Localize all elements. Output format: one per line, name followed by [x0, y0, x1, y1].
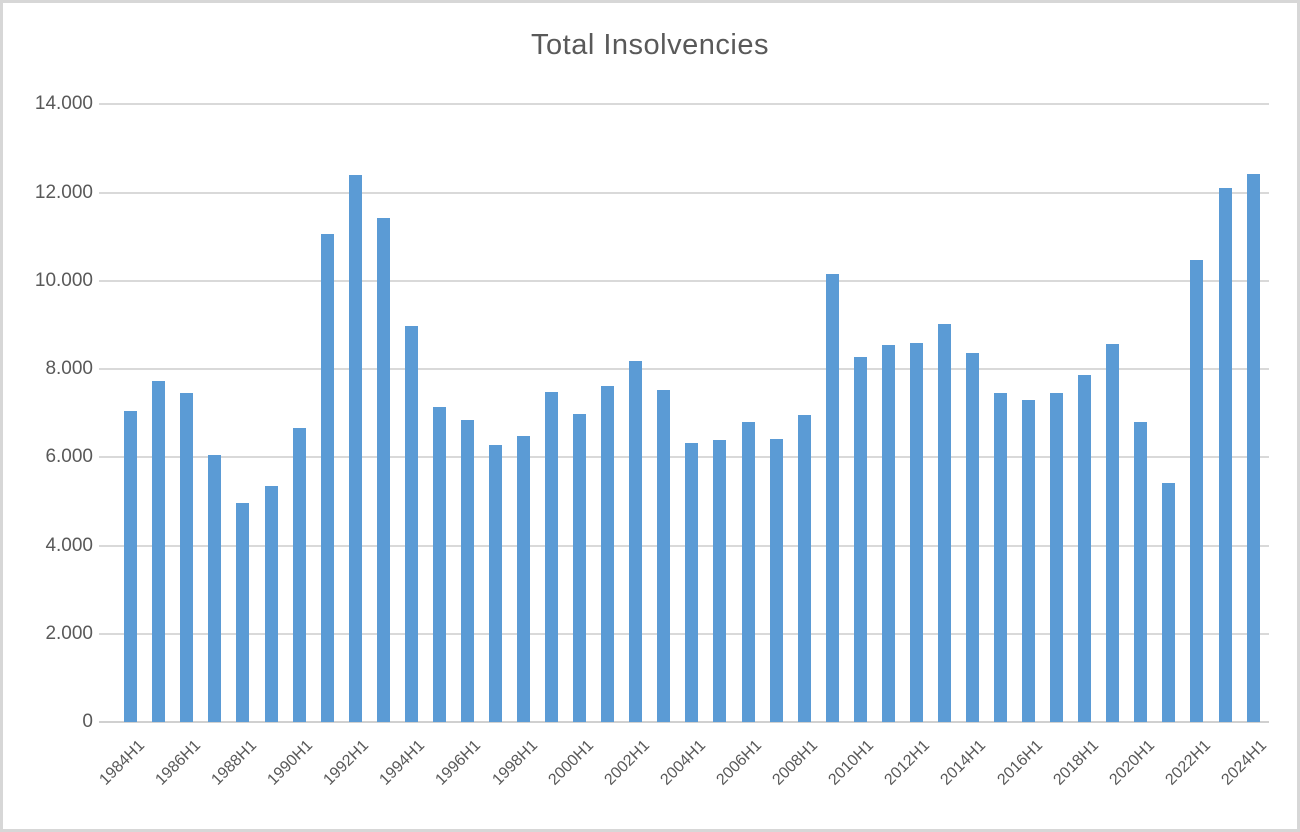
y-tick-label: 12.000 [34, 181, 93, 203]
bar-2006H1[interactable] [741, 422, 755, 722]
x-tick-label: 2006H1 [713, 737, 766, 789]
bar-2018H1[interactable] [1078, 375, 1092, 722]
gridline [99, 544, 1269, 547]
x-tick-label: 2010H1 [825, 737, 878, 789]
gridline [99, 279, 1269, 282]
bar-1992H1[interactable] [348, 174, 362, 722]
bar-2010H1[interactable] [853, 356, 867, 722]
y-tick-label: 8.000 [45, 358, 93, 380]
bar-2001H1[interactable] [601, 385, 615, 722]
gridline [99, 456, 1269, 459]
bar-1993H1[interactable] [376, 218, 390, 722]
bar-2019H1[interactable] [1106, 343, 1120, 722]
x-tick-label: 2008H1 [769, 737, 822, 789]
gridline [99, 103, 1269, 106]
x-tick-label: 1986H1 [152, 737, 204, 789]
bar-1989H1[interactable] [264, 485, 278, 722]
x-tick-label: 2020H1 [1106, 737, 1158, 789]
bar-1991H1[interactable] [320, 234, 334, 722]
y-tick-label: 6.000 [45, 446, 93, 468]
bar-2016H1[interactable] [1022, 400, 1036, 722]
bar-1995H1[interactable] [432, 406, 446, 722]
bar-2011H1[interactable] [881, 345, 895, 722]
x-tick-label: 2000H1 [545, 737, 597, 789]
gridline [99, 632, 1269, 635]
gridline [99, 191, 1269, 194]
y-tick-label: 4.000 [45, 534, 93, 556]
gridline [99, 368, 1269, 371]
bar-1999H1[interactable] [545, 392, 559, 722]
y-tick-label: 14.000 [34, 93, 93, 115]
bar-1987H1[interactable] [208, 455, 222, 722]
bar-1985H1[interactable] [152, 380, 166, 722]
y-tick-label: 10.000 [34, 269, 93, 291]
x-tick-label: 1992H1 [320, 737, 373, 789]
bar-2000H1[interactable] [573, 413, 587, 722]
bar-2013H1[interactable] [937, 323, 951, 722]
x-tick-label: 2018H1 [1050, 737, 1102, 789]
bar-2017H1[interactable] [1050, 392, 1064, 722]
bar-2008H1[interactable] [797, 415, 811, 722]
y-tick-label: 0 [82, 711, 93, 732]
bar-1994H1[interactable] [404, 326, 418, 722]
x-tick-label: 2002H1 [601, 737, 653, 789]
x-axis-line [99, 721, 1269, 723]
bar-1996H1[interactable] [460, 420, 474, 722]
bar-2002H1[interactable] [629, 361, 643, 722]
x-tick-label: 2012H1 [881, 737, 934, 789]
x-tick-label: 1996H1 [432, 737, 485, 789]
bar-1984H1[interactable] [124, 410, 138, 722]
bar-2014H1[interactable] [966, 352, 979, 722]
bar-2020H1[interactable] [1134, 421, 1148, 722]
x-tick-label: 1994H1 [376, 737, 429, 789]
bar-2024H1[interactable] [1246, 174, 1260, 722]
x-tick-label: 2024H1 [1218, 737, 1271, 789]
bar-1997H1[interactable] [488, 445, 502, 722]
x-tick-label: 2014H1 [937, 737, 990, 789]
x-tick-label: 2016H1 [993, 737, 1046, 789]
x-tick-label: 1984H1 [96, 737, 148, 789]
bar-1986H1[interactable] [180, 393, 194, 722]
bar-2005H1[interactable] [713, 439, 727, 722]
x-tick-label: 2004H1 [657, 737, 709, 789]
bar-2012H1[interactable] [909, 343, 923, 722]
bar-1990H1[interactable] [292, 427, 306, 722]
x-tick-label: 1988H1 [208, 737, 260, 789]
bar-2015H1[interactable] [994, 393, 1008, 722]
bar-2004H1[interactable] [685, 442, 699, 722]
bar-2022H1[interactable] [1190, 259, 1204, 722]
bar-2009H1[interactable] [825, 273, 839, 722]
x-tick-label: 1998H1 [488, 737, 541, 789]
bar-2023H1[interactable] [1218, 188, 1232, 722]
y-tick-label: 2.000 [45, 622, 93, 644]
x-tick-label: 1990H1 [264, 737, 317, 789]
bar-1988H1[interactable] [236, 502, 250, 722]
bar-2007H1[interactable] [769, 438, 783, 722]
bar-2003H1[interactable] [657, 389, 671, 722]
bar-1998H1[interactable] [517, 435, 531, 722]
chart-title: Total Insolvencies [531, 29, 769, 61]
bar-2021H1[interactable] [1162, 482, 1176, 722]
x-tick-label: 2022H1 [1162, 737, 1215, 789]
